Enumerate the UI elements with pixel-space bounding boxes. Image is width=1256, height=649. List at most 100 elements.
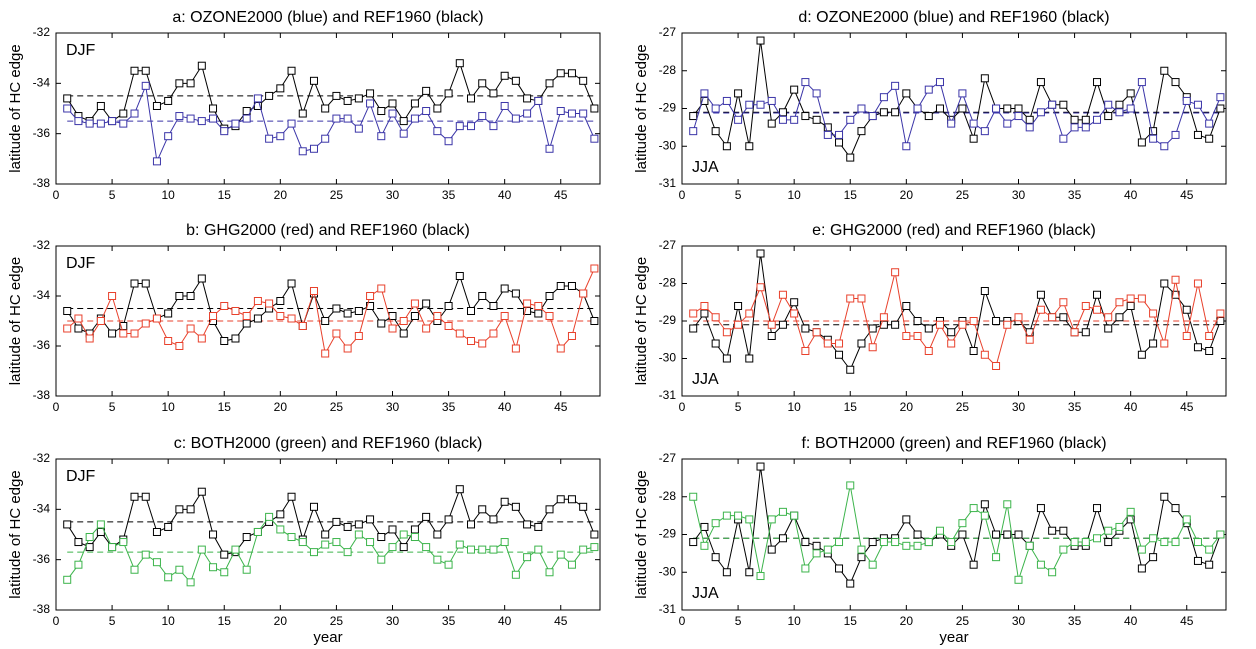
marker: [74, 538, 83, 547]
marker: [422, 512, 431, 521]
marker: [332, 517, 341, 526]
marker: [980, 511, 989, 520]
marker: [321, 530, 330, 539]
marker: [745, 515, 754, 524]
marker: [790, 309, 799, 318]
marker: [489, 89, 498, 98]
marker: [947, 339, 956, 348]
marker: [812, 328, 821, 337]
marker: [1149, 339, 1158, 348]
marker: [1025, 335, 1034, 344]
marker: [969, 119, 978, 128]
chart-title: e: GHG2000 (red) and REF1960 (black): [812, 222, 1096, 239]
marker: [1149, 309, 1158, 318]
marker: [1160, 339, 1169, 348]
marker: [231, 334, 240, 343]
marker: [298, 147, 307, 156]
marker: [500, 497, 509, 506]
marker: [1193, 130, 1202, 139]
marker: [556, 107, 565, 116]
marker: [209, 114, 218, 123]
marker: [935, 526, 944, 535]
y-axis-label: latitude of HC edge: [633, 257, 650, 385]
marker: [823, 123, 832, 132]
marker: [388, 324, 397, 333]
marker: [700, 309, 709, 318]
marker: [1025, 541, 1034, 550]
marker: [1093, 115, 1102, 124]
marker: [734, 302, 743, 310]
x-tick-label: 35: [442, 188, 456, 202]
marker: [220, 550, 229, 559]
y-tick-label: -31: [659, 176, 677, 190]
marker: [1126, 89, 1135, 98]
marker: [1093, 78, 1102, 87]
marker: [1036, 78, 1045, 87]
marker: [1059, 313, 1068, 322]
marker: [422, 86, 431, 95]
marker: [891, 320, 900, 329]
marker: [388, 99, 397, 108]
y-tick-label: -32: [33, 451, 51, 465]
marker: [108, 543, 117, 552]
marker: [700, 89, 709, 98]
marker: [902, 515, 911, 524]
marker: [767, 332, 776, 340]
marker: [778, 507, 787, 516]
marker: [767, 119, 776, 128]
marker: [902, 302, 911, 310]
marker: [242, 312, 251, 320]
y-tick-label: -36: [33, 338, 51, 352]
marker: [74, 324, 83, 333]
marker: [422, 543, 431, 552]
marker: [567, 332, 576, 340]
y-tick-label: -31: [659, 388, 677, 402]
marker: [175, 505, 184, 514]
marker: [778, 108, 787, 117]
marker: [455, 272, 464, 280]
chart-title: f: BOTH2000 (green) and REF1960 (black): [801, 435, 1106, 452]
marker: [1137, 138, 1146, 147]
marker: [1025, 123, 1034, 132]
marker: [924, 85, 933, 94]
x-tick-label: 25: [956, 614, 970, 628]
marker: [422, 324, 431, 333]
y-tick-label: -38: [33, 176, 51, 190]
y-tick-label: -36: [33, 552, 51, 566]
marker: [913, 332, 922, 340]
marker: [85, 543, 94, 552]
marker: [197, 487, 206, 496]
marker: [422, 299, 431, 308]
marker: [801, 564, 810, 573]
marker: [500, 284, 509, 293]
marker: [220, 337, 229, 345]
marker: [567, 495, 576, 504]
marker: [1193, 100, 1202, 109]
marker: [835, 138, 844, 147]
y-tick-label: -34: [33, 76, 51, 90]
marker: [745, 100, 754, 109]
marker: [220, 302, 229, 310]
marker: [242, 114, 251, 123]
marker: [947, 538, 956, 547]
marker: [399, 543, 408, 552]
marker: [980, 350, 989, 359]
x-tick-label: 10: [161, 614, 175, 628]
marker: [756, 249, 765, 258]
marker: [879, 93, 888, 102]
marker: [152, 157, 161, 166]
marker: [1171, 78, 1180, 87]
marker: [567, 109, 576, 118]
marker: [767, 515, 776, 524]
marker: [410, 299, 419, 308]
marker: [1059, 526, 1068, 535]
marker: [422, 107, 431, 116]
marker: [891, 81, 900, 90]
marker: [924, 112, 933, 121]
marker: [734, 511, 743, 520]
marker: [1070, 328, 1079, 337]
marker: [332, 538, 341, 547]
marker: [924, 347, 933, 355]
marker: [579, 289, 588, 298]
